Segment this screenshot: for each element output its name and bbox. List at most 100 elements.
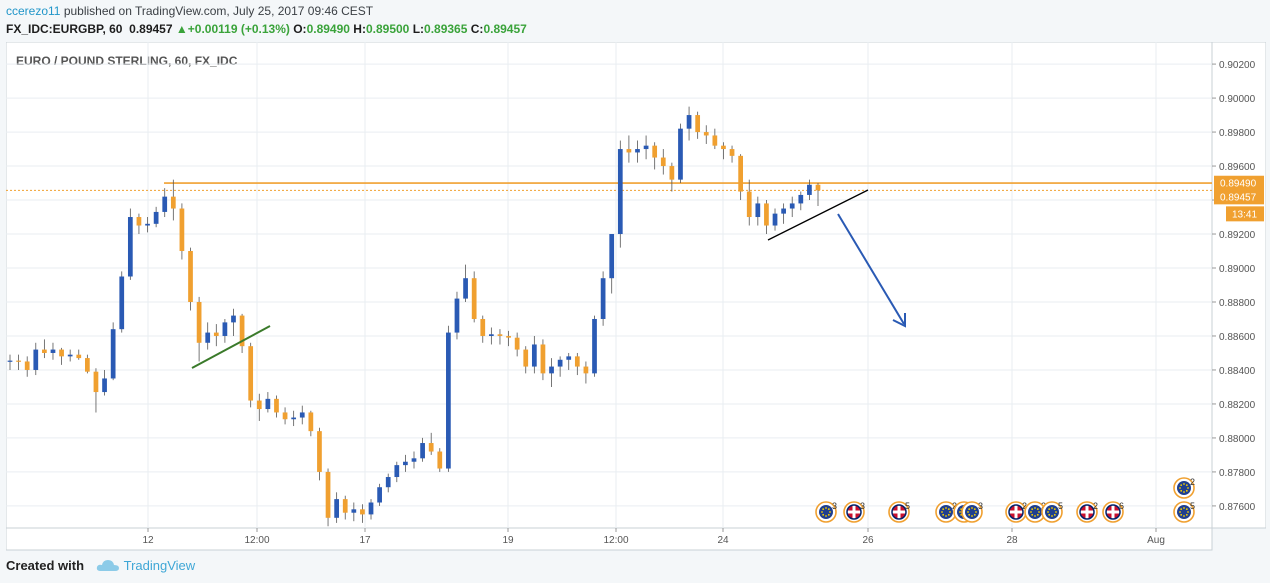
candle-body bbox=[592, 318, 597, 374]
candle bbox=[480, 315, 486, 343]
candle-body bbox=[256, 400, 262, 410]
chart-container[interactable]: EURO / POUND STERLING, 60, FX_IDC 0.8760… bbox=[5, 41, 1267, 553]
event-count: 2 bbox=[1093, 501, 1098, 511]
candle-body bbox=[789, 203, 795, 209]
eu-flag-event-icon[interactable]: 3 bbox=[961, 501, 983, 523]
eu-flag-event-icon[interactable]: 2 bbox=[1173, 477, 1195, 499]
candle bbox=[420, 437, 425, 462]
price-change: +0.00119 (+0.13%) bbox=[187, 22, 290, 36]
candle-body bbox=[746, 191, 752, 218]
down-arrow-shaft[interactable] bbox=[837, 213, 905, 325]
candle bbox=[798, 191, 804, 211]
last-price: 0.89457 bbox=[129, 22, 173, 36]
eu-flag-star bbox=[1187, 511, 1189, 513]
candle bbox=[506, 330, 511, 347]
candle-body bbox=[179, 208, 185, 252]
symbol-interval: FX_IDC:EURGBP, 60 bbox=[6, 22, 123, 36]
candle-body bbox=[67, 354, 73, 357]
eu-flag-star bbox=[1051, 507, 1053, 509]
plot-area[interactable] bbox=[5, 41, 1213, 529]
candle bbox=[42, 339, 47, 359]
candle-body bbox=[721, 145, 726, 150]
eu-flag-event-icon[interactable]: 5 bbox=[1173, 501, 1195, 523]
publish-info: ccerezo11 published on TradingView.com, … bbox=[6, 4, 373, 18]
eu-flag-star bbox=[1185, 513, 1188, 516]
candle bbox=[669, 162, 675, 192]
candle bbox=[291, 410, 297, 427]
eu-flag-star bbox=[1179, 511, 1181, 513]
green-trendline[interactable] bbox=[191, 325, 271, 369]
candle-body bbox=[325, 471, 331, 518]
candle-body bbox=[231, 315, 236, 323]
candle bbox=[583, 361, 589, 384]
candle bbox=[815, 183, 821, 206]
candle-body bbox=[497, 334, 503, 336]
down-arrow-head[interactable] bbox=[892, 313, 906, 328]
eu-flag-star bbox=[1048, 513, 1051, 516]
close-value: 0.89457 bbox=[483, 22, 527, 36]
tradingview-brand[interactable]: TradingView bbox=[123, 558, 196, 573]
eu-flag-bg bbox=[1045, 505, 1059, 519]
event-count: 5 bbox=[1190, 501, 1195, 511]
time-axis[interactable] bbox=[5, 527, 1213, 551]
eu-flag-star bbox=[945, 507, 947, 509]
event-count: 5 bbox=[1058, 501, 1063, 511]
event-count: 5 bbox=[905, 501, 910, 511]
eu-flag-bg bbox=[965, 505, 979, 519]
candle bbox=[385, 473, 391, 493]
candle-body bbox=[119, 276, 125, 330]
uk-flag-event-icon[interactable]: 3 bbox=[843, 501, 865, 523]
candle bbox=[299, 405, 305, 425]
footer: Created with TradingView bbox=[6, 558, 195, 575]
candle-body bbox=[84, 358, 90, 372]
candle bbox=[738, 154, 744, 201]
candle bbox=[721, 142, 726, 160]
eu-flag-star bbox=[941, 511, 943, 513]
candle bbox=[394, 461, 400, 483]
x-tick-label: 19 bbox=[502, 535, 514, 546]
candle-body bbox=[248, 346, 254, 401]
uk-flag-event-icon[interactable]: 2 bbox=[1076, 501, 1098, 523]
candle-body bbox=[626, 149, 632, 153]
uk-flag-event-icon[interactable]: 6 bbox=[1102, 501, 1124, 523]
y-tick-label: 0.88400 bbox=[1219, 366, 1256, 377]
eu-flag-event-icon[interactable]: 3 bbox=[815, 501, 837, 523]
candle-body bbox=[59, 349, 64, 357]
black-trendline[interactable] bbox=[767, 189, 869, 241]
uk-flag-event-icon[interactable]: 2 bbox=[1005, 501, 1027, 523]
candle-body bbox=[643, 145, 649, 150]
candle bbox=[446, 325, 451, 472]
eu-flag-star bbox=[1187, 487, 1189, 489]
uk-flag-event-icon[interactable]: 5 bbox=[888, 501, 910, 523]
candle-body bbox=[162, 196, 168, 212]
candle bbox=[660, 149, 666, 175]
uk-flag-edge bbox=[1105, 504, 1121, 520]
eu-flag-event-icon[interactable]: 5 bbox=[1041, 501, 1063, 523]
tradingview-cloud-icon bbox=[96, 558, 120, 575]
x-tick-label: 24 bbox=[717, 535, 729, 546]
candle-body bbox=[7, 360, 13, 362]
candle bbox=[256, 393, 262, 421]
event-count: 2 bbox=[1190, 477, 1195, 487]
price-axis[interactable] bbox=[1211, 41, 1267, 529]
candle-body bbox=[815, 184, 821, 191]
candle bbox=[334, 492, 340, 523]
y-tick-label: 0.89000 bbox=[1219, 264, 1256, 275]
price-chart[interactable]: EURO / POUND STERLING, 60, FX_IDC 0.8760… bbox=[5, 41, 1267, 553]
event-count: 2 bbox=[952, 501, 957, 511]
candle bbox=[686, 106, 692, 141]
uk-flag-edge bbox=[846, 504, 862, 520]
candle-body bbox=[617, 149, 623, 235]
eu-flag-star bbox=[968, 513, 971, 516]
candle bbox=[772, 208, 778, 231]
y-axis-ticks: 0.87600 0.87800 0.88000 0.88200 0.88400 0.886… bbox=[1212, 60, 1256, 513]
up-triangle-icon: ▲ bbox=[175, 22, 188, 36]
eu-flag-star bbox=[1031, 508, 1034, 511]
x-tick-label: 12:00 bbox=[603, 535, 628, 546]
candle bbox=[712, 128, 718, 150]
x-tick-label: 12:00 bbox=[244, 535, 269, 546]
candle bbox=[33, 342, 39, 376]
author-link[interactable]: ccerezo11 bbox=[6, 4, 61, 18]
candle-body bbox=[695, 115, 701, 133]
uk-flag-edge bbox=[891, 504, 907, 520]
